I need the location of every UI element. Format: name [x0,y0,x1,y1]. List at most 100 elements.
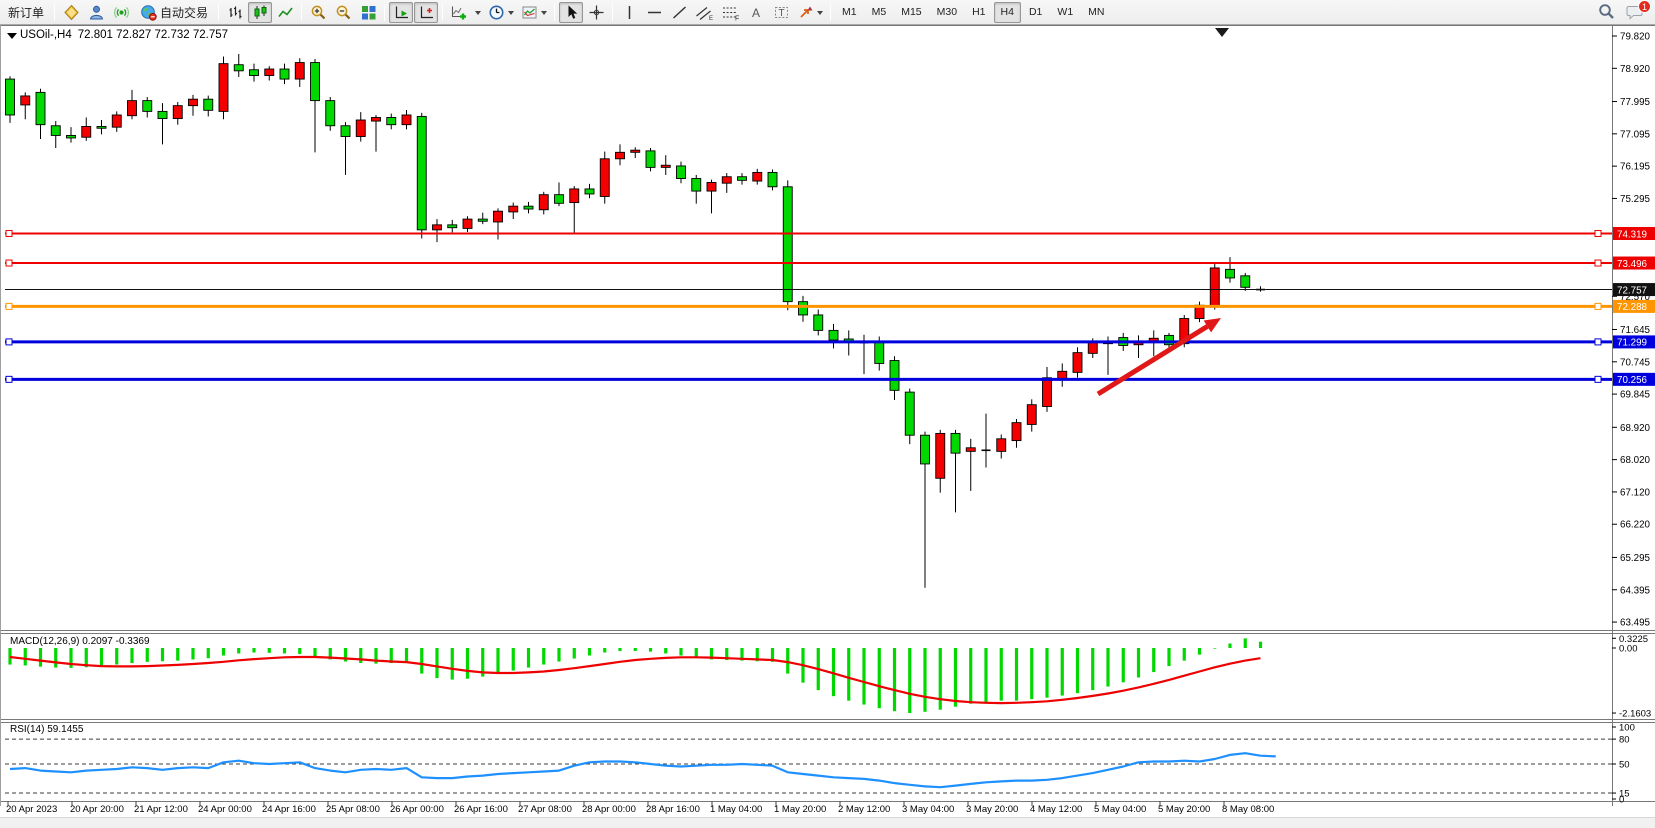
toolbar-separator [301,3,303,21]
indicators-add-icon[interactable] [447,2,484,23]
hline-anchor[interactable] [5,259,13,267]
timeframe-m1[interactable]: M1 [842,6,857,18]
profile-icon[interactable] [84,2,108,23]
auto-trading-button[interactable]: 自动交易 [134,2,214,23]
signals-icon[interactable] [109,2,133,23]
timeframe-m30[interactable]: M30 [936,6,958,18]
timeframe-h4[interactable]: H4 [993,1,1021,23]
price-axis[interactable]: 79.820 78.920 77.995 77.095 76.195 75.295 72.5… [1612,32,1651,629]
svg-text:F: F [735,15,739,21]
arrows-icon[interactable] [794,2,826,23]
price-badge [1613,283,1655,297]
hline-anchor[interactable] [5,302,13,310]
candle-body [615,151,625,160]
trendline-icon[interactable] [667,2,691,23]
svg-text:79.820: 79.820 [1620,32,1651,43]
svg-text:5 May 20:00: 5 May 20:00 [1158,804,1210,815]
candle-body [111,114,122,128]
svg-text:77.095: 77.095 [1620,129,1651,140]
price-badge [1613,226,1655,240]
candle-body [355,119,366,137]
periods-clock-icon[interactable] [485,2,517,23]
svg-text:68.020: 68.020 [1620,455,1651,466]
candle-body [233,64,244,72]
bar-chart-icon[interactable] [223,2,247,23]
hline-anchor[interactable] [1594,338,1602,346]
timeframe-h1[interactable]: H1 [972,6,986,18]
macd-indicator-label: MACD(12,26,9) 0.2097 -0.3369 [10,636,150,647]
vertical-line-icon[interactable] [617,2,641,23]
chart-canvas[interactable]: 79.820 78.920 77.995 77.095 76.195 75.295 72.5… [0,25,1655,828]
toolbar-separator [442,3,444,21]
candle-body [264,68,275,76]
hline-anchor[interactable] [1594,259,1602,267]
text-label-icon[interactable]: T [769,2,793,23]
svg-text:27 Apr 08:00: 27 Apr 08:00 [518,804,572,815]
notifications-icon[interactable]: 1 [1623,0,1651,22]
new-order-button[interactable]: 新订单 [8,5,45,20]
timeframe-d1[interactable]: D1 [1028,6,1043,18]
timeframe-m15[interactable]: M15 [901,6,922,18]
candle-body [1209,267,1220,307]
candle-body [737,176,747,181]
price-lines[interactable]: 74.319 73.496 72.757 72.288 71.299 70.256 [5,226,1655,386]
candle-body [203,98,214,111]
crosshair-icon[interactable] [584,2,608,23]
chart-shift-icon[interactable] [414,1,439,23]
candle-body [935,432,946,479]
fibonacci-icon[interactable]: F [718,2,743,23]
hline-anchor[interactable] [5,375,13,383]
price-badge [1613,372,1655,386]
channel-icon[interactable]: E [692,2,717,23]
tile-windows-icon[interactable] [356,2,380,23]
search-icon[interactable] [1594,1,1619,22]
timeframe-m5[interactable]: M5 [871,6,887,18]
hline-anchor[interactable] [1594,375,1602,383]
candle-body [1011,422,1022,442]
cursor-icon[interactable] [559,1,584,23]
zoom-in-icon[interactable] [306,2,330,23]
svg-text:5 May 04:00: 5 May 04:00 [1094,804,1146,815]
price-badge-label: 72.288 [1617,302,1648,313]
line-chart-icon[interactable] [273,2,297,23]
hline-anchor[interactable] [1594,229,1602,237]
chart-title: USOil-,H4 72.801 72.827 72.732 72.757 [20,29,234,41]
price-badge [1613,256,1655,270]
chart-shift-marker[interactable] [1215,28,1229,37]
svg-text:100: 100 [1619,723,1635,734]
candle-body [1057,370,1068,379]
candles [5,53,1265,588]
annotations[interactable] [1096,28,1229,397]
candlestick-chart-icon[interactable] [248,1,273,23]
macd-signal-line [9,655,1261,705]
candle-body [462,218,473,229]
hline-anchor[interactable] [5,338,13,346]
candle-body [1164,334,1174,346]
svg-text:66.220: 66.220 [1620,520,1651,531]
time-axis[interactable]: 20 Apr 2023 20 Apr 20:00 21 Apr 12:00 24 Ap… [6,801,1274,815]
gold-diamond-icon[interactable] [59,2,83,23]
templates-icon[interactable] [518,2,550,23]
rsi-line [9,752,1276,789]
candle-body [493,210,503,223]
svg-text:8 May 08:00: 8 May 08:00 [1222,804,1274,815]
one-click-trading-toggle[interactable] [7,33,17,44]
hline-anchor[interactable] [1594,302,1602,310]
svg-text:0.3225: 0.3225 [1619,634,1648,645]
candle-body [508,205,519,213]
horizontal-line-icon[interactable] [642,2,666,23]
auto-scroll-icon[interactable] [389,1,414,23]
timeframe-w1[interactable]: W1 [1057,6,1074,18]
trend-arrow[interactable] [1096,324,1209,397]
candle-body [1072,352,1083,373]
candle-body [172,105,183,120]
candle-body [523,205,534,210]
svg-text:78.920: 78.920 [1620,64,1651,75]
price-badge-label: 74.319 [1617,229,1647,240]
timeframe-mn[interactable]: MN [1088,6,1105,18]
svg-text:24 Apr 16:00: 24 Apr 16:00 [262,804,316,815]
text-icon[interactable]: A [744,2,768,23]
hline-anchor[interactable] [5,229,13,237]
svg-text:15: 15 [1619,789,1630,800]
zoom-out-icon[interactable] [331,2,355,23]
